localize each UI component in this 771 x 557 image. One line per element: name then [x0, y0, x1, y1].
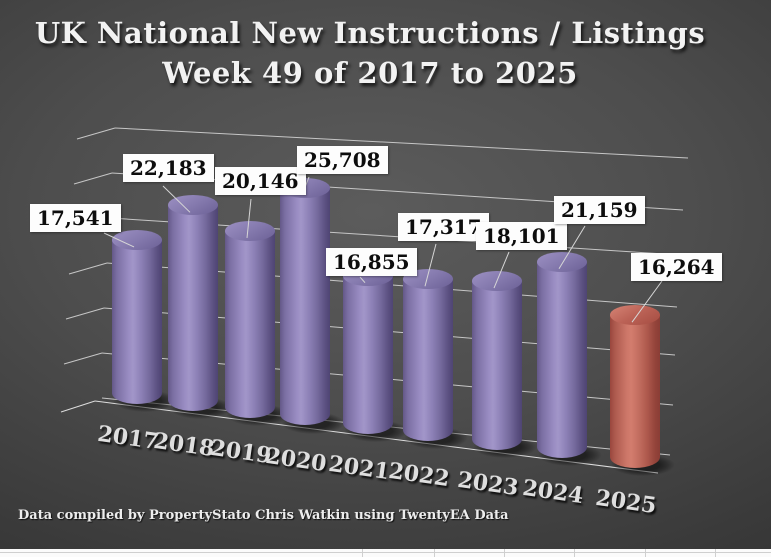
source-attribution: Data compiled by PropertyStato Chris Wat…	[18, 508, 509, 523]
data-label-2019[interactable]: 20,146	[215, 167, 306, 195]
bar-cylinder-2021[interactable]	[343, 275, 393, 434]
bar-cylinder-top-2017	[112, 229, 162, 250]
spreadsheet-gridline	[434, 549, 435, 557]
bar-cylinder-top-2019	[225, 220, 275, 241]
x-axis-label-2020: 2020	[263, 442, 329, 477]
spreadsheet-gridline	[0, 552, 771, 553]
bar-cylinder-2017[interactable]	[112, 239, 162, 404]
floor-front-edge	[60, 400, 96, 413]
chart-title-line2: Week 49 of 2017 to 2025	[162, 56, 578, 90]
chart-title-line1: UK National New Instructions / Listings	[34, 16, 706, 50]
bar-cylinder-2018[interactable]	[168, 205, 218, 412]
x-axis-label-2023: 2023	[455, 466, 521, 502]
data-label-2018[interactable]: 22,183	[123, 154, 214, 182]
spreadsheet-gridline	[362, 549, 363, 557]
bar-cylinder-2024[interactable]	[537, 261, 587, 459]
gridline-side	[73, 172, 113, 185]
bar-cylinder-2020[interactable]	[280, 187, 330, 426]
gridline-side	[76, 127, 116, 140]
spreadsheet-gridline	[715, 549, 716, 557]
data-label-2024[interactable]: 21,159	[554, 196, 645, 224]
data-label-2020[interactable]: 25,708	[297, 146, 388, 174]
spreadsheet-gridline	[574, 549, 575, 557]
x-axis-label-2022: 2022	[386, 458, 452, 493]
data-label-2017[interactable]: 17,541	[30, 204, 121, 232]
x-axis-label-2018: 2018	[151, 428, 217, 463]
x-axis-label-2024: 2024	[520, 475, 586, 510]
spreadsheet-gridline	[645, 549, 646, 557]
bar-cylinder-top-2023	[472, 271, 522, 291]
gridline-side	[63, 352, 103, 365]
data-label-2023[interactable]: 18,101	[476, 222, 567, 250]
gridline-side	[68, 262, 108, 275]
x-axis-label-2025: 2025	[593, 484, 659, 519]
chart-title: UK National New Instructions / Listings …	[0, 13, 740, 93]
x-axis-label-2021: 2021	[326, 450, 392, 485]
gridline-side	[65, 307, 105, 320]
bar-cylinder-2025[interactable]	[610, 315, 660, 468]
data-label-2022[interactable]: 17,317	[398, 213, 489, 241]
bar-cylinder-2019[interactable]	[225, 230, 275, 419]
spreadsheet-gridline	[504, 549, 505, 557]
bar-cylinder-2023[interactable]	[472, 281, 522, 451]
data-label-2025[interactable]: 16,264	[631, 253, 722, 281]
x-axis-label-2017: 2017	[95, 420, 161, 456]
bar-cylinder-top-2024	[537, 251, 587, 272]
bar-cylinder-2022[interactable]	[403, 279, 453, 442]
data-label-2021[interactable]: 16,855	[326, 248, 417, 276]
spreadsheet-strip	[0, 549, 771, 557]
